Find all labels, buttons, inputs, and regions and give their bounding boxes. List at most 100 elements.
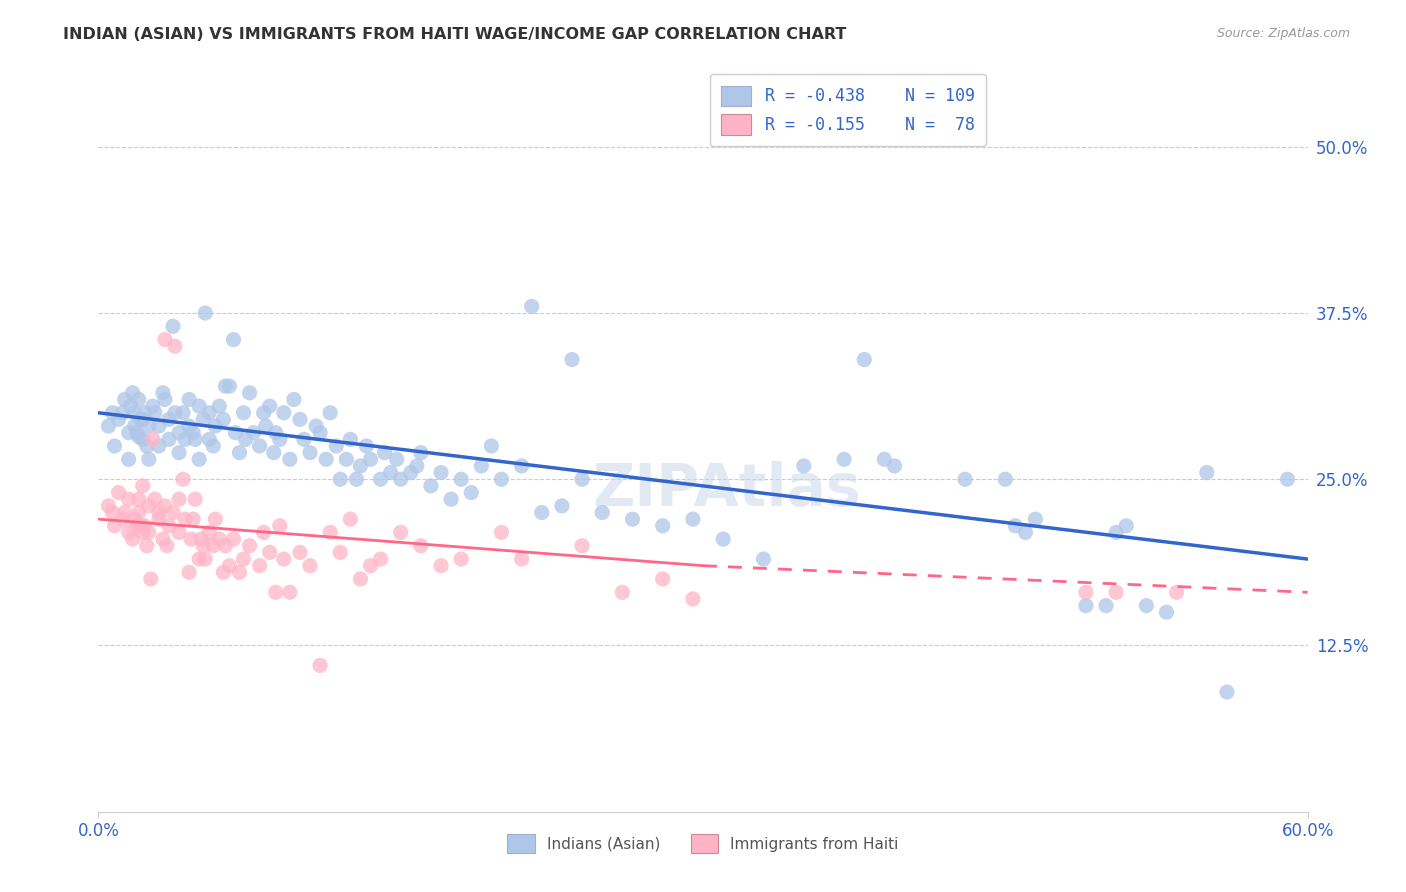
Point — [107, 412, 129, 426]
Point — [132, 412, 155, 426]
Point — [198, 433, 221, 447]
Point — [832, 452, 855, 467]
Point — [204, 512, 226, 526]
Point — [259, 399, 281, 413]
Point — [682, 512, 704, 526]
Point — [132, 525, 155, 540]
Point — [125, 518, 148, 533]
Point — [1135, 599, 1157, 613]
Point — [253, 525, 276, 540]
Point — [360, 452, 382, 467]
Point — [380, 466, 402, 480]
Point — [101, 506, 124, 520]
Point — [264, 585, 287, 599]
Point — [138, 452, 160, 467]
Point — [288, 545, 311, 559]
Point — [228, 445, 250, 459]
Point — [152, 532, 174, 546]
Point — [204, 419, 226, 434]
Point — [249, 558, 271, 573]
Point — [172, 406, 194, 420]
Point — [1025, 512, 1047, 526]
Point — [1156, 605, 1178, 619]
Point — [167, 492, 190, 507]
Point — [1014, 525, 1036, 540]
Point — [181, 512, 204, 526]
Point — [491, 525, 513, 540]
Point — [128, 506, 150, 520]
Point — [561, 352, 583, 367]
Point — [299, 445, 322, 459]
Point — [212, 412, 235, 426]
Point — [121, 532, 143, 546]
Point — [179, 419, 201, 434]
Point — [138, 499, 160, 513]
Point — [111, 406, 134, 420]
Point — [143, 406, 166, 420]
Point — [129, 412, 152, 426]
Point — [399, 466, 422, 480]
Point — [254, 419, 277, 434]
Point — [385, 452, 408, 467]
Point — [97, 499, 120, 513]
Point — [682, 591, 704, 606]
Point — [128, 492, 150, 507]
Point — [208, 532, 231, 546]
Legend: Indians (Asian), Immigrants from Haiti: Indians (Asian), Immigrants from Haiti — [501, 828, 905, 859]
Point — [356, 439, 378, 453]
Point — [162, 319, 184, 334]
Point — [172, 472, 194, 486]
Point — [124, 406, 146, 420]
Point — [202, 539, 225, 553]
Point — [481, 439, 503, 453]
Point — [853, 352, 876, 367]
Point — [135, 439, 157, 453]
Point — [409, 539, 432, 553]
Point — [235, 433, 257, 447]
Point — [405, 458, 427, 473]
Point — [214, 379, 236, 393]
Point — [179, 392, 201, 407]
Point — [228, 566, 250, 580]
Text: ZIPAtlas: ZIPAtlas — [593, 461, 862, 518]
Point — [994, 472, 1017, 486]
Point — [157, 518, 180, 533]
Text: INDIAN (ASIAN) VS IMMIGRANTS FROM HAITI WAGE/INCOME GAP CORRELATION CHART: INDIAN (ASIAN) VS IMMIGRANTS FROM HAITI … — [63, 27, 846, 42]
Point — [148, 439, 170, 453]
Point — [188, 552, 211, 566]
Point — [571, 472, 593, 486]
Point — [143, 492, 166, 507]
Point — [1074, 585, 1097, 599]
Point — [167, 425, 190, 440]
Point — [212, 566, 235, 580]
Point — [163, 406, 186, 420]
Point — [128, 392, 150, 407]
Point — [315, 452, 337, 467]
Point — [953, 472, 976, 486]
Point — [128, 430, 150, 444]
Point — [202, 439, 225, 453]
Point — [309, 425, 332, 440]
Point — [299, 558, 322, 573]
Point — [1074, 599, 1097, 613]
Point — [273, 552, 295, 566]
Point — [1105, 585, 1128, 599]
Point — [180, 532, 202, 546]
Point — [273, 406, 295, 420]
Point — [360, 558, 382, 573]
Point — [319, 406, 342, 420]
Point — [153, 392, 176, 407]
Point — [450, 552, 472, 566]
Point — [103, 518, 125, 533]
Point — [124, 512, 146, 526]
Point — [269, 518, 291, 533]
Point — [450, 472, 472, 486]
Point — [222, 333, 245, 347]
Point — [374, 445, 396, 459]
Point — [651, 572, 673, 586]
Point — [222, 532, 245, 546]
Point — [97, 419, 120, 434]
Point — [278, 585, 301, 599]
Point — [157, 412, 180, 426]
Point — [194, 552, 217, 566]
